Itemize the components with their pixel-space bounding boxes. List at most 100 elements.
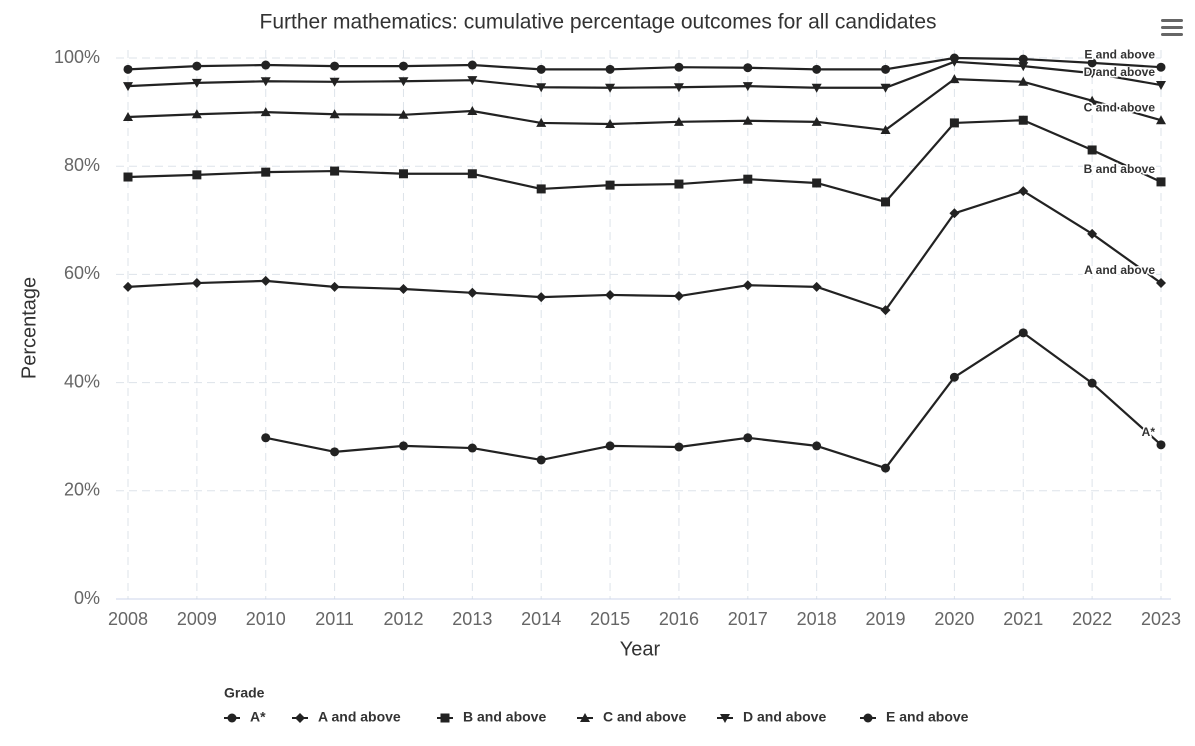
marker: [1156, 62, 1166, 72]
marker: [880, 305, 891, 316]
marker: [330, 61, 340, 71]
marker: [536, 83, 547, 93]
y-tick-label: 20%: [64, 480, 100, 500]
marker: [191, 278, 202, 289]
x-tick-label: 2021: [1003, 609, 1043, 629]
marker: [261, 433, 271, 443]
marker: [536, 455, 546, 465]
marker: [1018, 186, 1029, 197]
marker: [811, 281, 822, 292]
marker: [1156, 440, 1166, 450]
series-line: [265, 331, 1162, 470]
marker: [467, 169, 477, 179]
marker: [1156, 177, 1166, 187]
marker: [880, 124, 891, 134]
legend-label: A*: [250, 709, 266, 725]
marker: [1156, 115, 1166, 125]
marker: [580, 713, 590, 722]
marker: [398, 109, 409, 119]
marker: [605, 64, 615, 74]
legend-label: C and above: [603, 709, 686, 725]
marker: [536, 292, 547, 303]
menu-icon[interactable]: [1161, 19, 1183, 36]
series-end-label: C and above: [1084, 100, 1156, 114]
marker: [536, 64, 546, 74]
y-tick-label: 60%: [64, 263, 100, 283]
series-line: [127, 189, 1162, 312]
marker: [881, 463, 891, 473]
marker: [123, 172, 133, 182]
marker: [227, 713, 237, 723]
x-tick-label: 2016: [659, 609, 699, 629]
legend-title: Grade: [224, 685, 265, 701]
legend-item[interactable]: A and above: [292, 709, 401, 725]
marker: [1087, 145, 1097, 155]
marker: [880, 83, 891, 93]
legend-item[interactable]: A*: [224, 709, 266, 725]
marker: [605, 441, 615, 451]
series-line: [127, 77, 1162, 132]
marker: [260, 275, 271, 286]
marker: [1018, 76, 1029, 86]
x-tick-label: 2015: [590, 609, 630, 629]
marker: [881, 197, 891, 207]
series-end-label: D and above: [1084, 65, 1156, 79]
marker: [743, 63, 753, 73]
x-tick-label: 2014: [521, 609, 561, 629]
series-end-label: B and above: [1084, 162, 1156, 176]
marker: [398, 441, 408, 451]
marker: [949, 53, 959, 63]
marker: [605, 119, 616, 129]
marker: [398, 284, 409, 295]
marker: [536, 117, 547, 127]
x-tick-label: 2008: [108, 609, 148, 629]
x-tick-label: 2012: [383, 609, 423, 629]
marker: [440, 713, 450, 723]
marker: [260, 77, 271, 87]
series-end-label: A and above: [1084, 263, 1155, 277]
marker: [261, 60, 271, 70]
marker: [1018, 115, 1028, 125]
marker: [742, 82, 753, 92]
series-line: [127, 56, 1162, 71]
marker: [398, 61, 408, 71]
marker: [1156, 278, 1166, 289]
legend-label: A and above: [318, 709, 401, 725]
marker: [192, 170, 202, 180]
marker: [949, 208, 960, 219]
x-tick-label: 2013: [452, 609, 492, 629]
marker: [295, 713, 305, 723]
marker: [1087, 69, 1098, 79]
series-line: [127, 60, 1162, 89]
marker: [398, 169, 408, 179]
marker: [673, 291, 684, 302]
marker: [467, 60, 477, 70]
marker: [1018, 328, 1028, 338]
marker: [811, 83, 822, 93]
x-tick-label: 2017: [728, 609, 768, 629]
legend-item[interactable]: D and above: [717, 709, 826, 725]
marker: [398, 77, 409, 87]
marker: [1087, 95, 1098, 105]
marker: [329, 109, 340, 119]
marker: [812, 64, 822, 74]
marker: [329, 281, 340, 292]
marker: [742, 115, 753, 125]
marker: [467, 106, 478, 116]
legend-item[interactable]: E and above: [860, 709, 969, 725]
y-tick-label: 80%: [64, 155, 100, 175]
x-tick-label: 2019: [866, 609, 906, 629]
chart-title: Further mathematics: cumulative percenta…: [260, 11, 937, 34]
legend-label: E and above: [886, 709, 969, 725]
marker: [123, 281, 133, 292]
x-tick-label: 2023: [1141, 609, 1181, 629]
marker: [863, 713, 873, 723]
legend-label: B and above: [463, 709, 546, 725]
legend-item[interactable]: B and above: [437, 709, 546, 725]
legend-item[interactable]: C and above: [577, 709, 686, 725]
marker: [812, 178, 822, 188]
y-tick-label: 0%: [74, 588, 100, 608]
y-tick-label: 100%: [54, 47, 100, 67]
